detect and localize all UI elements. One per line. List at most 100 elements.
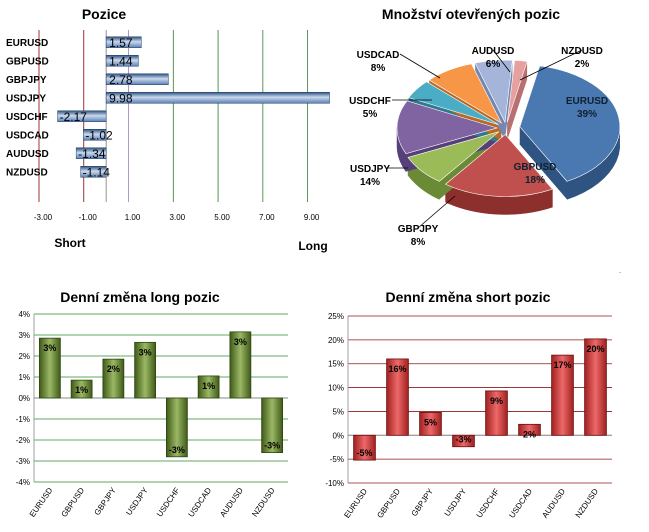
pie-slice-percent: 5% bbox=[363, 109, 378, 120]
y-tick-label: 1% bbox=[18, 373, 30, 382]
change-value-label: 1% bbox=[202, 381, 215, 391]
category-label: GBPJPY bbox=[93, 485, 119, 517]
pie-slice bbox=[506, 60, 528, 123]
position-value-label: -2.17 bbox=[60, 110, 88, 124]
pie-slice-percent: 8% bbox=[411, 237, 426, 248]
short-change-chart: Denní změna short pozic -10% -5% 0% 5% 10% 15… bbox=[325, 289, 612, 520]
y-tick-label: 3% bbox=[18, 331, 30, 340]
short-change-title: Denní změna short pozic bbox=[386, 289, 551, 305]
category-label: AUDUSD bbox=[540, 487, 567, 520]
y-tick-label: -5% bbox=[330, 455, 344, 464]
change-value-label: 20% bbox=[586, 344, 604, 354]
category-label: EURUSD bbox=[6, 38, 48, 49]
x-tick-label: 9.00 bbox=[304, 213, 320, 222]
pie-slice bbox=[444, 134, 553, 197]
change-bar bbox=[386, 358, 409, 436]
change-bar bbox=[197, 375, 220, 399]
change-bar bbox=[102, 358, 125, 399]
pie-chart-title: Množství otevřených pozic bbox=[382, 6, 560, 22]
change-value-label: 9% bbox=[490, 396, 503, 406]
change-value-label: -3% bbox=[169, 445, 185, 455]
positions-chart-title: Pozice bbox=[82, 6, 127, 22]
pie-slice bbox=[519, 65, 621, 182]
change-value-label: 3% bbox=[139, 347, 152, 357]
category-label: NZDUSD bbox=[250, 486, 277, 519]
pie-slice bbox=[408, 81, 499, 125]
pie-slice bbox=[396, 100, 499, 155]
x-tick-label: 5.00 bbox=[214, 213, 230, 222]
y-tick-label: 25% bbox=[328, 312, 344, 321]
category-label: GBPJPY bbox=[410, 486, 436, 518]
category-label: GBPUSD bbox=[375, 487, 402, 520]
change-bar bbox=[229, 331, 252, 399]
y-tick-label: 15% bbox=[328, 360, 344, 369]
pie-slice-label: USDCHF bbox=[349, 96, 391, 107]
change-bar bbox=[584, 338, 607, 436]
position-value-label: -1.34 bbox=[78, 147, 106, 161]
change-value-label: -5% bbox=[356, 448, 372, 458]
category-label: USDJPY bbox=[6, 93, 46, 104]
category-label: EURUSD bbox=[342, 487, 369, 520]
change-value-label: 16% bbox=[388, 364, 406, 374]
position-value-label: 1.57 bbox=[109, 36, 133, 50]
change-bar bbox=[134, 341, 157, 399]
short-label: Short bbox=[54, 236, 85, 250]
y-tick-label: 4% bbox=[18, 310, 30, 319]
position-bar bbox=[105, 55, 139, 67]
y-tick-label: -2% bbox=[16, 436, 30, 445]
y-tick-label: 0% bbox=[332, 431, 344, 440]
x-tick-label: 3.00 bbox=[170, 213, 186, 222]
change-value-label: -3% bbox=[264, 441, 280, 451]
pie-slice-percent: 18% bbox=[525, 175, 545, 186]
x-tick-label: -1.00 bbox=[79, 213, 98, 222]
position-value-label: 1.44 bbox=[109, 54, 133, 68]
change-bar bbox=[452, 434, 475, 448]
pie-slice-wall bbox=[519, 126, 568, 200]
x-tick-label: 1.00 bbox=[125, 213, 141, 222]
pie-slice-percent: 8% bbox=[371, 63, 386, 74]
category-label: USDJPY bbox=[443, 486, 469, 518]
y-tick-label: 5% bbox=[332, 407, 344, 416]
position-bar bbox=[57, 110, 107, 122]
y-tick-label: -1% bbox=[16, 415, 30, 424]
y-tick-label: 10% bbox=[328, 384, 344, 393]
long-change-title: Denní změna long pozic bbox=[60, 289, 220, 305]
positions-chart: Pozice -3.00 -1.00 1.00 3.00 5.00 7.00 9.00 EU… bbox=[6, 6, 330, 253]
pie-slice-percent: 39% bbox=[577, 109, 597, 120]
x-tick-label: 7.00 bbox=[259, 213, 275, 222]
change-value-label: 1% bbox=[75, 385, 88, 395]
change-bar bbox=[38, 337, 61, 399]
y-tick-label: -10% bbox=[325, 479, 344, 488]
pie-slice-wall bbox=[504, 60, 513, 141]
change-value-label: 3% bbox=[43, 343, 56, 353]
change-bar bbox=[70, 379, 93, 399]
pie-slice-label: EURUSD bbox=[566, 96, 608, 107]
open-positions-pie: Množství otevřených pozic EURUSD 39% GBPUS… bbox=[349, 6, 621, 248]
pie-slice-label: NZDUSD bbox=[561, 46, 603, 57]
stray-dot: . bbox=[619, 266, 621, 275]
category-label: GBPUSD bbox=[6, 56, 49, 67]
long-label: Long bbox=[298, 239, 327, 253]
change-value-label: 5% bbox=[424, 417, 437, 427]
category-label: USDCAD bbox=[187, 486, 214, 519]
pie-leader-line bbox=[519, 49, 583, 81]
position-value-label: -1.14 bbox=[83, 165, 111, 179]
change-bar bbox=[261, 397, 284, 453]
change-value-label: 17% bbox=[553, 360, 571, 370]
category-label: USDCHF bbox=[475, 487, 502, 520]
pie-slice-label: USDJPY bbox=[350, 164, 390, 175]
pie-slice-percent: 14% bbox=[360, 177, 380, 188]
pie-slice-percent: 6% bbox=[486, 59, 501, 70]
y-tick-label: 2% bbox=[18, 352, 30, 361]
change-value-label: 2% bbox=[523, 429, 536, 439]
pie-slice bbox=[428, 63, 502, 124]
pie-slice-label: AUDUSD bbox=[472, 46, 515, 57]
pie-leader-line bbox=[417, 195, 456, 229]
position-bar bbox=[83, 129, 107, 141]
position-bar bbox=[105, 92, 330, 104]
change-bar bbox=[419, 411, 442, 436]
y-tick-label: 20% bbox=[328, 336, 344, 345]
category-label: NZDUSD bbox=[6, 167, 48, 178]
category-label: USDJPY bbox=[124, 485, 150, 517]
